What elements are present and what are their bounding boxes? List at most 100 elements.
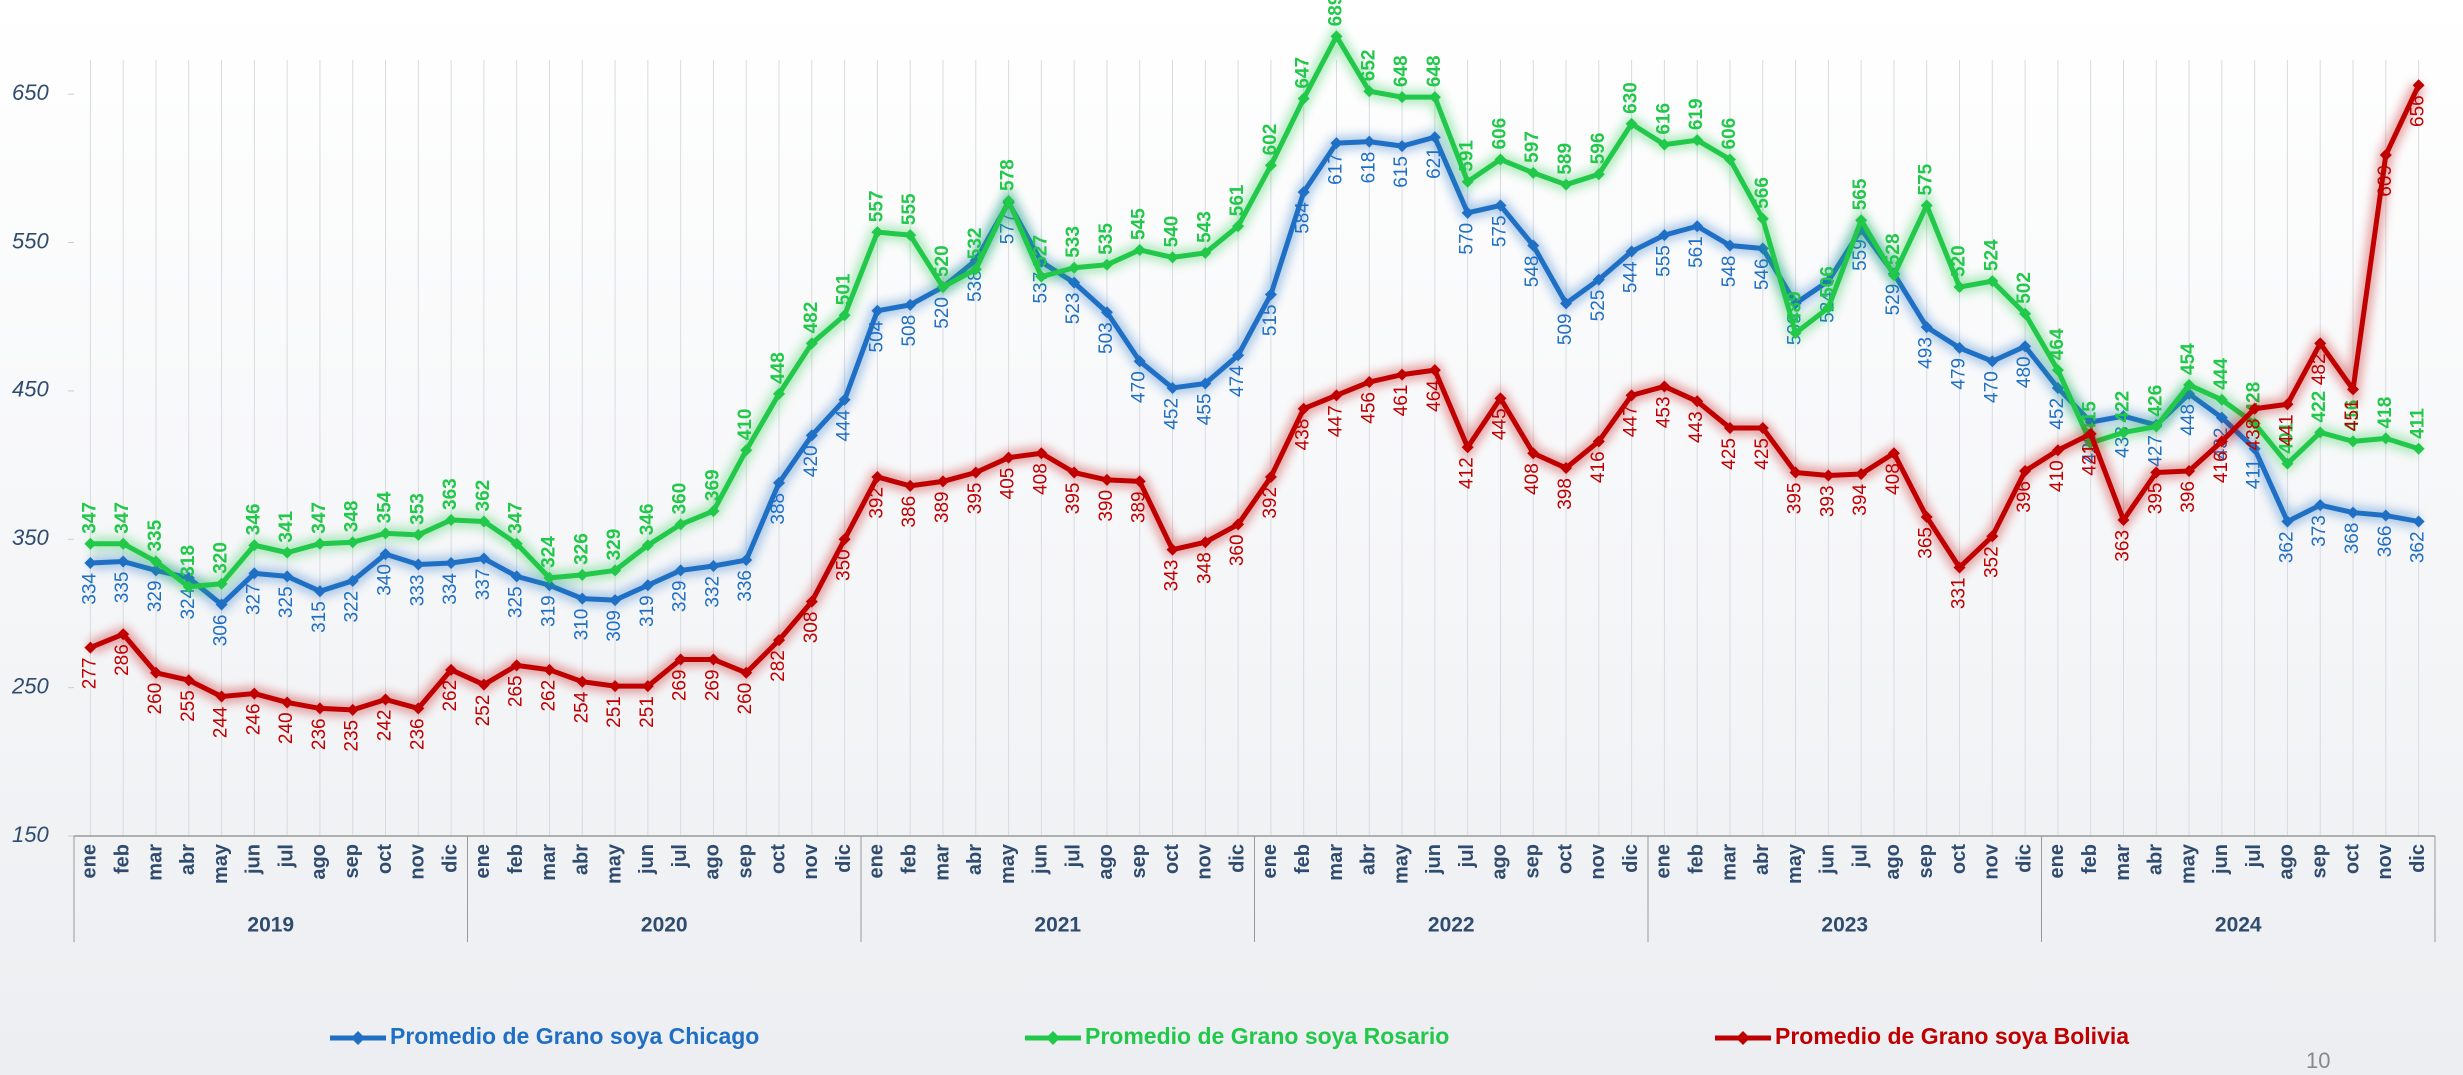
- data-label: 369: [702, 469, 723, 501]
- point-marker: [2347, 506, 2360, 519]
- data-label: 352: [1981, 546, 2002, 578]
- point-marker: [805, 429, 818, 442]
- point-marker: [84, 537, 97, 550]
- x-tick-label: sep: [1522, 844, 1544, 878]
- point-marker: [477, 515, 490, 528]
- data-label: 389: [932, 491, 953, 523]
- x-tick-label: abr: [1751, 844, 1773, 875]
- data-label: 545: [1129, 208, 1150, 240]
- data-label: 452: [2047, 398, 2068, 430]
- point-marker: [1166, 543, 1179, 556]
- x-tick-label: oct: [1161, 844, 1183, 874]
- point-marker: [445, 557, 458, 570]
- data-label: 337: [473, 569, 494, 601]
- point-marker: [609, 594, 622, 607]
- x-tick-label: ago: [1882, 844, 1904, 880]
- x-tick-label: dic: [439, 844, 461, 873]
- data-label: 482: [801, 302, 822, 334]
- data-label: 252: [473, 695, 494, 727]
- data-label: 332: [702, 576, 723, 608]
- x-tick-label: nov: [1194, 843, 1216, 879]
- legend-marker: [351, 1031, 365, 1045]
- point-marker: [1920, 321, 1933, 334]
- data-label: 310: [571, 609, 592, 641]
- point-marker: [1560, 462, 1573, 475]
- data-label: 438: [2244, 419, 2265, 451]
- data-label: 520: [932, 245, 953, 277]
- point-marker: [1723, 153, 1736, 166]
- point-marker: [1428, 91, 1441, 104]
- point-marker: [379, 548, 392, 561]
- data-label: 408: [1883, 463, 1904, 495]
- x-tick-label: mar: [2112, 844, 2134, 881]
- data-label: 578: [998, 159, 1019, 191]
- point-marker: [1100, 258, 1113, 271]
- point-marker: [1527, 447, 1540, 460]
- data-label: 395: [1063, 483, 1084, 515]
- point-marker: [1723, 422, 1736, 434]
- data-label: 482: [2309, 353, 2330, 385]
- data-label: 575: [1916, 163, 1937, 195]
- x-tick-label: dic: [833, 844, 855, 873]
- point-marker: [1953, 281, 1966, 294]
- data-label: 584: [1293, 202, 1314, 234]
- point-marker: [1363, 135, 1376, 148]
- x-tick-label: ene: [1259, 844, 1281, 878]
- data-label: 570: [1457, 223, 1478, 255]
- data-label: 242: [375, 710, 396, 742]
- data-label: 448: [768, 352, 789, 384]
- point-marker: [2019, 340, 2032, 353]
- x-tick-label: oct: [767, 844, 789, 874]
- data-label: 347: [112, 502, 133, 534]
- data-label: 415: [2080, 401, 2101, 433]
- x-tick-label: jul: [275, 844, 297, 868]
- point-marker: [2248, 442, 2261, 455]
- data-label: 546: [1752, 258, 1773, 290]
- point-marker: [576, 592, 589, 605]
- x-tick-label: nov: [2374, 843, 2396, 879]
- x-tick-label: sep: [2309, 844, 2331, 878]
- point-marker: [1100, 306, 1113, 319]
- x-group-label: 2022: [1428, 914, 1475, 937]
- point-marker: [2248, 402, 2261, 415]
- point-marker: [641, 680, 654, 693]
- point-marker: [2281, 398, 2294, 411]
- point-marker: [84, 557, 97, 570]
- point-marker: [1592, 168, 1605, 181]
- x-tick-label: feb: [898, 844, 920, 874]
- point-marker: [1133, 355, 1146, 368]
- point-marker: [2412, 515, 2425, 528]
- data-label: 416: [2211, 451, 2232, 483]
- point-marker: [1428, 364, 1441, 377]
- data-label: 343: [1162, 560, 1183, 592]
- y-tick-label: 550: [12, 228, 49, 253]
- point-marker: [1691, 134, 1704, 147]
- point-marker: [1428, 131, 1441, 144]
- x-tick-label: feb: [505, 844, 527, 874]
- data-label: 327: [243, 583, 264, 615]
- point-marker: [1625, 117, 1638, 130]
- point-marker: [445, 513, 458, 526]
- x-tick-label: dic: [1226, 844, 1248, 873]
- data-label: 410: [735, 409, 756, 441]
- x-tick-label: oct: [374, 844, 396, 874]
- x-tick-label: may: [2177, 843, 2199, 884]
- data-label: 335: [145, 519, 166, 551]
- point-marker: [149, 555, 162, 568]
- data-label: 529: [1883, 284, 1904, 316]
- x-tick-label: may: [997, 843, 1019, 884]
- data-label: 454: [2178, 343, 2199, 375]
- data-label: 648: [1391, 55, 1412, 87]
- point-marker: [2019, 465, 2032, 478]
- x-tick-label: jul: [2243, 844, 2265, 868]
- point-marker: [2150, 466, 2163, 479]
- point-marker: [1723, 239, 1736, 252]
- data-label: 255: [178, 690, 199, 722]
- x-tick-label: ago: [308, 844, 330, 880]
- x-tick-label: dic: [2407, 844, 2429, 873]
- point-marker: [1199, 536, 1212, 549]
- point-marker: [576, 675, 589, 688]
- point-marker: [1658, 229, 1671, 242]
- data-label: 528: [1883, 233, 1904, 265]
- point-marker: [838, 533, 851, 546]
